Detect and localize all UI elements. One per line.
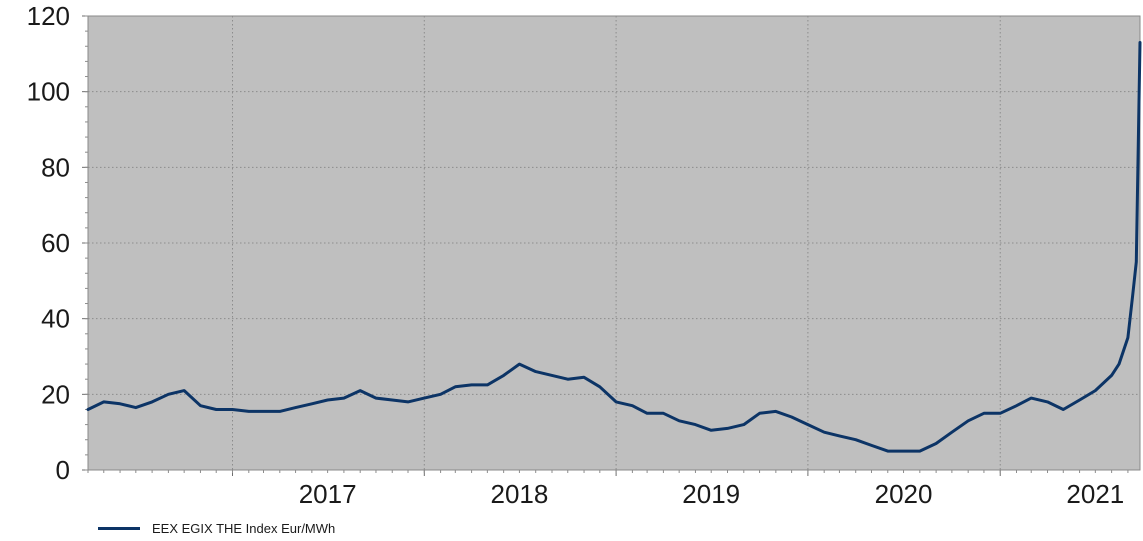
y-tick-label: 0 [56, 455, 70, 485]
x-axis: 2017 2018 2019 2020 2021 [87, 470, 1129, 509]
y-tick-label: 20 [41, 379, 70, 409]
x-tick-label: 2020 [875, 479, 933, 509]
y-axis: 0 20 40 60 80 100 120 [27, 1, 88, 485]
legend-label: EEX EGIX THE Index Eur/MWh [152, 520, 336, 536]
y-tick-label: 120 [27, 1, 70, 31]
x-tick-label: 2017 [299, 479, 357, 509]
y-tick-label: 80 [41, 152, 70, 182]
legend-swatch [98, 526, 140, 530]
y-tick-label: 60 [41, 228, 70, 258]
series-line [86, 41, 1142, 453]
legend: EEX EGIX THE Index Eur/MWh [98, 518, 335, 538]
y-tick-label: 40 [41, 304, 70, 334]
x-tick-label: 2021 [1066, 479, 1124, 509]
x-tick-label: 2018 [490, 479, 548, 509]
y-tick-label: 100 [27, 77, 70, 107]
series-layer [86, 41, 1142, 453]
gridlines [88, 16, 1140, 470]
x-tick-label: 2019 [682, 479, 740, 509]
